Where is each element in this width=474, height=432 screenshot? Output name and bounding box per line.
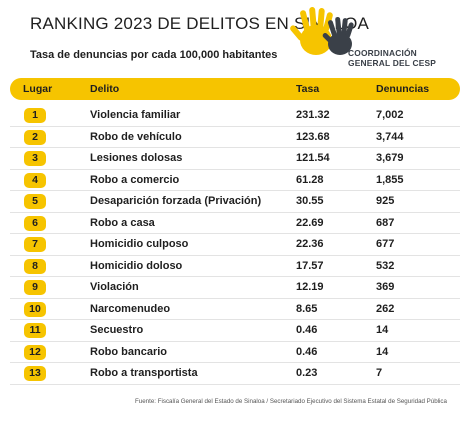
tasa-cell: 8.65 bbox=[296, 302, 318, 315]
table-row: 7 Homicidio culposo 22.36 677 bbox=[10, 234, 460, 256]
table-row: 4 Robo a comercio 61.28 1,855 bbox=[10, 170, 460, 191]
denuncias-cell: 677 bbox=[376, 238, 395, 250]
denuncias-cell: 14 bbox=[376, 345, 389, 358]
page-subtitle: Tasa de denuncias por cada 100,000 habit… bbox=[30, 49, 278, 61]
rank-badge: 9 bbox=[24, 280, 46, 295]
hands-logo-icon bbox=[290, 7, 354, 55]
delito-cell: Desaparición forzada (Privación) bbox=[90, 195, 262, 207]
page-title: RANKING 2023 DE DELITOS EN SINALOA bbox=[30, 14, 370, 33]
delito-cell: Homicidio doloso bbox=[90, 259, 183, 272]
rank-badge: 11 bbox=[24, 323, 46, 338]
table-row: 8 Homicidio doloso 17.57 532 bbox=[10, 256, 460, 277]
delito-cell: Lesiones dolosas bbox=[90, 152, 183, 164]
table-row: 6 Robo a casa 22.69 687 bbox=[10, 213, 460, 234]
ranking-table: 1 Violencia familiar 231.32 7,002 2 Robo… bbox=[10, 105, 460, 385]
logo-line2: GENERAL DEL CESP bbox=[348, 58, 437, 68]
logo-line1: COORDINACIÓN bbox=[348, 48, 417, 58]
denuncias-cell: 3,744 bbox=[376, 130, 404, 143]
table-header: Lugar Delito Tasa Denuncias bbox=[10, 78, 460, 100]
table-row: 11 Secuestro 0.46 14 bbox=[10, 320, 460, 342]
rank-badge: 1 bbox=[24, 108, 46, 123]
table-row: 9 Violación 12.19 369 bbox=[10, 277, 460, 299]
tasa-cell: 30.55 bbox=[296, 195, 324, 207]
rank-badge: 3 bbox=[24, 151, 46, 166]
cesp-logo: COORDINACIÓN GENERAL DEL CESP bbox=[290, 6, 470, 78]
header-denuncias: Denuncias bbox=[376, 83, 430, 95]
rank-badge: 8 bbox=[24, 258, 46, 274]
delito-cell: Robo a transportista bbox=[90, 367, 198, 379]
table-row: 1 Violencia familiar 231.32 7,002 bbox=[10, 105, 460, 127]
table-row: 2 Robo de vehículo 123.68 3,744 bbox=[10, 127, 460, 148]
tasa-cell: 17.57 bbox=[296, 259, 324, 272]
rank-badge: 13 bbox=[24, 366, 46, 381]
denuncias-cell: 14 bbox=[376, 324, 389, 336]
header-delito: Delito bbox=[90, 83, 120, 95]
tasa-cell: 123.68 bbox=[296, 130, 330, 143]
rank-badge: 2 bbox=[24, 129, 46, 145]
rank-badge: 4 bbox=[24, 172, 46, 188]
tasa-cell: 0.23 bbox=[296, 367, 318, 379]
tasa-cell: 0.46 bbox=[296, 324, 318, 336]
logo-text: COORDINACIÓN GENERAL DEL CESP bbox=[348, 48, 436, 68]
table-row: 13 Robo a transportista 0.23 7 bbox=[10, 363, 460, 385]
source-footer: Fuente: Fiscalía General del Estado de S… bbox=[135, 398, 447, 405]
denuncias-cell: 7 bbox=[376, 367, 383, 379]
denuncias-cell: 687 bbox=[376, 216, 395, 229]
delito-cell: Violación bbox=[90, 281, 139, 293]
tasa-cell: 61.28 bbox=[296, 173, 324, 186]
denuncias-cell: 925 bbox=[376, 195, 395, 207]
delito-cell: Homicidio culposo bbox=[90, 238, 189, 250]
delito-cell: Robo a casa bbox=[90, 216, 155, 229]
delito-cell: Secuestro bbox=[90, 324, 144, 336]
table-row: 5 Desaparición forzada (Privación) 30.55… bbox=[10, 191, 460, 213]
header-lugar: Lugar bbox=[23, 83, 53, 95]
tasa-cell: 22.69 bbox=[296, 216, 324, 229]
header-tasa: Tasa bbox=[296, 83, 320, 95]
delito-cell: Robo a comercio bbox=[90, 173, 180, 186]
tasa-cell: 22.36 bbox=[296, 238, 324, 250]
rank-badge: 6 bbox=[24, 215, 46, 231]
denuncias-cell: 7,002 bbox=[376, 109, 404, 121]
table-row: 10 Narcomenudeo 8.65 262 bbox=[10, 299, 460, 320]
tasa-cell: 231.32 bbox=[296, 109, 330, 121]
tasa-cell: 12.19 bbox=[296, 281, 324, 293]
table-row: 3 Lesiones dolosas 121.54 3,679 bbox=[10, 148, 460, 170]
denuncias-cell: 369 bbox=[376, 281, 395, 293]
tasa-cell: 0.46 bbox=[296, 345, 318, 358]
denuncias-cell: 1,855 bbox=[376, 173, 404, 186]
rank-badge: 5 bbox=[24, 194, 46, 209]
table-row: 12 Robo bancario 0.46 14 bbox=[10, 342, 460, 363]
delito-cell: Violencia familiar bbox=[90, 109, 181, 121]
delito-cell: Narcomenudeo bbox=[90, 302, 171, 315]
denuncias-cell: 3,679 bbox=[376, 152, 404, 164]
denuncias-cell: 532 bbox=[376, 259, 395, 272]
rank-badge: 7 bbox=[24, 237, 46, 252]
denuncias-cell: 262 bbox=[376, 302, 395, 315]
rank-badge: 10 bbox=[24, 301, 46, 317]
delito-cell: Robo bancario bbox=[90, 345, 168, 358]
tasa-cell: 121.54 bbox=[296, 152, 330, 164]
delito-cell: Robo de vehículo bbox=[90, 130, 182, 143]
rank-badge: 12 bbox=[24, 344, 46, 360]
